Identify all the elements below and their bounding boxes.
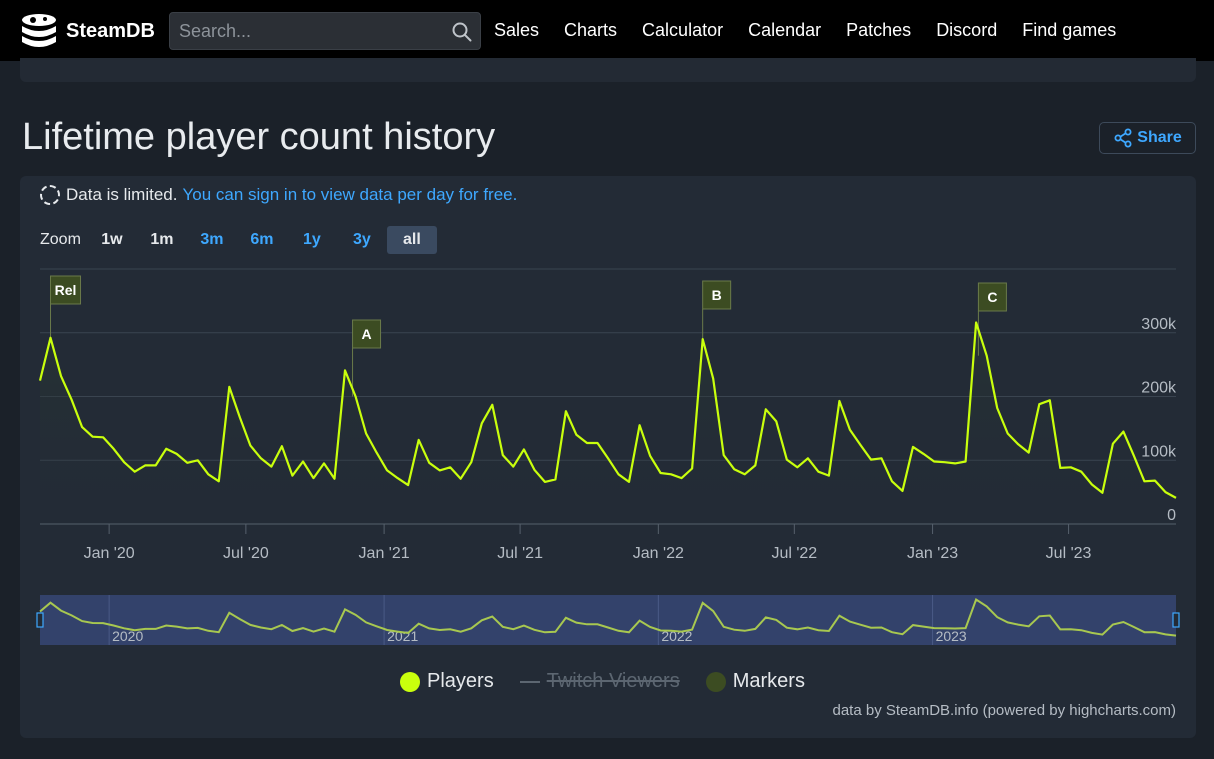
share-label: Share [1137, 129, 1182, 146]
marker-label: B [712, 287, 722, 303]
search-input[interactable] [170, 13, 480, 49]
zoom-3m-button[interactable]: 3m [200, 231, 224, 248]
players-area [40, 322, 1176, 524]
zoom-1w-button[interactable]: 1w [101, 231, 123, 248]
share-button[interactable]: Share [1099, 122, 1196, 154]
y-tick-label: 100k [1141, 443, 1177, 460]
x-axis-labels: Jan '20 Jul '20 Jan '21 Jul '21 Jan '22 Jul '… [84, 524, 1092, 562]
y-tick-label: 200k [1141, 380, 1177, 397]
y-tick-label: 0 [1167, 507, 1176, 524]
search-box [169, 12, 481, 50]
marker-flag [50, 275, 82, 305]
navigator-handle-right[interactable] [1172, 612, 1180, 628]
marker-label: Rel [55, 282, 77, 298]
nav-sales[interactable]: Sales [494, 20, 540, 40]
x-tick-label: Jan '21 [359, 545, 410, 562]
zoom-1y-button[interactable]: 1y [303, 231, 321, 248]
brand-name: SteamDB [66, 19, 155, 42]
x-tick-label: Jul '23 [1046, 545, 1092, 562]
steamdb-logo-icon [22, 14, 56, 47]
navigator-year-label: 2023 [936, 628, 967, 644]
legend-players-label: Players [427, 670, 494, 692]
marker-flag [702, 280, 732, 310]
main-nav: Sales Charts Calculator Calendar Patches… [494, 0, 1141, 61]
legend-markers-swatch [705, 671, 726, 692]
y-axis-labels: 0 100k 200k 300k [1141, 316, 1177, 524]
sign-in-link[interactable]: You can sign in to view data per day for… [182, 185, 518, 204]
x-tick-label: Jul '21 [497, 545, 543, 562]
nav-calendar[interactable]: Calendar [748, 20, 822, 40]
marker-flag [977, 282, 1007, 312]
navigator-background [40, 595, 1176, 645]
navigator-year-label: 2020 [112, 628, 143, 644]
x-tick-label: Jul '20 [223, 545, 269, 562]
zoom-selector: Zoom 1w 1m 3m 6m 1y 3y all [40, 226, 437, 254]
x-tick-label: Jan '23 [907, 545, 958, 562]
search-icon[interactable] [452, 22, 472, 42]
navigator-year-label: 2022 [661, 628, 692, 644]
legend-twitch-swatch [519, 680, 540, 683]
legend-markers[interactable]: Markers [705, 670, 805, 693]
chart-panel: Data is limited. You can sign in to view… [20, 176, 1196, 738]
players-line [38, 321, 1177, 499]
nav-find-games[interactable]: Find games [1022, 20, 1117, 40]
steamdb-logo[interactable]: SteamDB [20, 12, 155, 50]
chart-markers: Rel A B C [50, 275, 1007, 397]
chart-legend: Players Twitch Viewers Markers [400, 670, 831, 693]
zoom-6m-button[interactable]: 6m [250, 231, 274, 248]
zoom-3y-button[interactable]: 3y [353, 231, 371, 248]
previous-section-panel [20, 58, 1196, 82]
notice-text: Data is limited. [66, 185, 178, 204]
page-title: Lifetime player count history [22, 116, 496, 158]
legend-players-swatch [400, 671, 420, 692]
top-navbar: SteamDB Sales Charts Calculator Calendar… [0, 0, 1214, 61]
chart-credit: data by SteamDB.info (powered by highcha… [832, 702, 1177, 719]
data-limited-notice: Data is limited. You can sign in to view… [40, 185, 517, 205]
legend-twitch-label: Twitch Viewers [546, 670, 680, 692]
x-tick-label: Jul '22 [771, 545, 817, 562]
zoom-label: Zoom [40, 231, 81, 248]
players-area-fill [40, 322, 1176, 524]
chart-navigator[interactable]: 2020 2021 2022 2023 [36, 595, 1180, 645]
zoom-1m-button[interactable]: 1m [150, 231, 174, 248]
nav-patches[interactable]: Patches [846, 20, 912, 40]
legend-players[interactable]: Players [400, 670, 494, 693]
legend-twitch-viewers[interactable]: Twitch Viewers [519, 670, 680, 693]
navigator-handle-left[interactable] [36, 612, 44, 628]
marker-label: A [361, 326, 371, 342]
share-icon [1114, 128, 1132, 148]
limited-data-icon [40, 185, 60, 205]
marker-label: C [987, 289, 997, 305]
y-tick-label: 300k [1141, 316, 1177, 333]
nav-discord[interactable]: Discord [936, 20, 998, 40]
x-tick-label: Jan '22 [633, 545, 684, 562]
nav-charts[interactable]: Charts [564, 20, 618, 40]
zoom-all-button[interactable]: all [386, 226, 437, 254]
nav-calculator[interactable]: Calculator [642, 20, 724, 40]
x-tick-label: Jan '20 [84, 545, 135, 562]
marker-flag [352, 319, 382, 349]
navigator-series-line [39, 597, 1177, 637]
legend-markers-label: Markers [732, 670, 805, 692]
